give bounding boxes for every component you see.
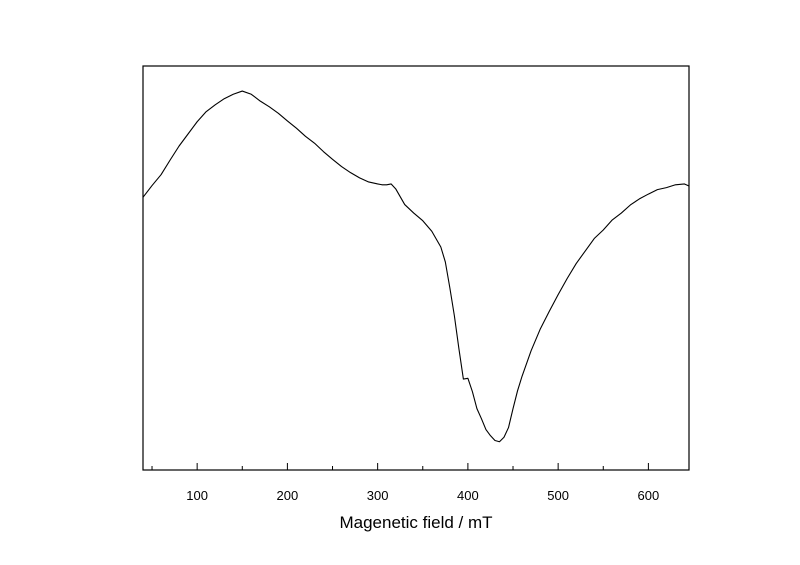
x-tick-label: 600 — [638, 488, 660, 503]
x-axis-label: Magenetic field / mT — [339, 513, 492, 532]
plot-frame — [142, 65, 690, 471]
x-tick-label: 200 — [277, 488, 299, 503]
x-tick-label: 100 — [186, 488, 208, 503]
x-tick-label: 500 — [547, 488, 569, 503]
x-axis-tick-labels: 100 200 300 400 500 600 — [186, 488, 659, 503]
spectrum-line — [142, 90, 690, 443]
x-tick-label: 400 — [457, 488, 479, 503]
x-axis-ticks — [151, 463, 649, 470]
x-tick-label: 300 — [367, 488, 389, 503]
